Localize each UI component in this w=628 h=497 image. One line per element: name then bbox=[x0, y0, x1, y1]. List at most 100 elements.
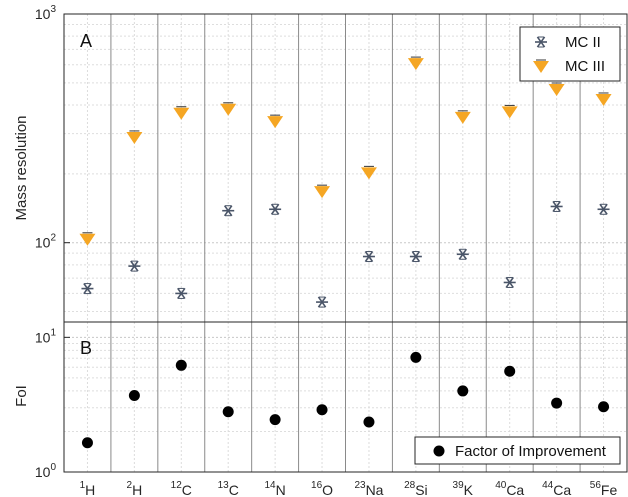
foi-point bbox=[551, 397, 563, 409]
panel-b-legend: Factor of Improvement bbox=[414, 436, 621, 465]
panel-b-category-separators bbox=[110, 322, 581, 472]
triangle-shape bbox=[314, 186, 331, 199]
mc3-point bbox=[220, 102, 237, 116]
legend-mc3-label: MC III bbox=[565, 58, 605, 75]
mc3-point bbox=[267, 114, 284, 129]
legend-b-box bbox=[414, 436, 621, 465]
triangle-shape bbox=[220, 103, 237, 116]
panel-a-letter: A bbox=[80, 31, 92, 51]
y-tick-label: 103 bbox=[35, 4, 57, 22]
mc3-point bbox=[501, 104, 518, 119]
legend-mc3-glyph bbox=[533, 59, 549, 73]
triangle-shape bbox=[533, 61, 549, 73]
foi-point bbox=[410, 351, 422, 363]
mc2-point bbox=[456, 248, 469, 260]
asterisk-stroke bbox=[505, 276, 514, 289]
foi-point bbox=[316, 404, 328, 416]
mc2-point bbox=[128, 260, 141, 272]
panel-a-y-ticks: 102 103 bbox=[35, 4, 70, 251]
panel-a-legend: MC II MC III bbox=[519, 26, 621, 82]
triangle-shape bbox=[595, 93, 612, 106]
mc2-point bbox=[409, 250, 422, 263]
panel-b-y-ticks: 100 101 bbox=[35, 327, 70, 480]
mc3-point bbox=[407, 56, 424, 71]
x-category-label: 56Fe bbox=[590, 480, 618, 497]
triangle-shape bbox=[173, 107, 190, 120]
x-category-label: 28Si bbox=[404, 480, 428, 497]
x-category-label: 13C bbox=[218, 480, 239, 497]
mc2-point bbox=[81, 283, 94, 295]
mc3-point bbox=[314, 184, 331, 199]
mc2-point bbox=[222, 205, 235, 217]
triangle-shape bbox=[267, 116, 284, 129]
panel-a-ylabel: Mass resolution bbox=[13, 115, 30, 220]
x-axis-category-labels: 1H 2H 12C 13C 14N 16O 23Na 28Si 39K 40Ca 44Ca 56Fe bbox=[80, 480, 618, 497]
foi-point bbox=[598, 401, 610, 413]
panel-b-ylabel: FoI bbox=[13, 385, 30, 407]
panel-a-marks bbox=[79, 56, 612, 308]
panel-b-frame bbox=[63, 321, 628, 473]
x-category-label: 23Na bbox=[354, 480, 383, 497]
foi-point bbox=[175, 359, 187, 371]
asterisk-stroke bbox=[411, 250, 421, 263]
x-category-label: 14N bbox=[265, 480, 286, 497]
x-category-label: 44Ca bbox=[542, 480, 571, 497]
mc3-point bbox=[360, 165, 377, 180]
x-category-label: 2H bbox=[127, 480, 143, 497]
triangle-shape bbox=[360, 167, 377, 180]
y-tick-label: 102 bbox=[35, 233, 57, 251]
foi-point bbox=[363, 416, 375, 428]
x-category-label: 40Ca bbox=[495, 480, 524, 497]
asterisk-stroke bbox=[177, 287, 186, 299]
legend-foi-label: Factor of Improvement bbox=[455, 443, 607, 460]
mc3-point bbox=[173, 106, 190, 120]
mc3-point bbox=[126, 130, 143, 144]
triangle-shape bbox=[548, 83, 565, 96]
mc3-point bbox=[454, 110, 471, 124]
legend-foi-marker bbox=[433, 445, 445, 457]
mc2-point bbox=[316, 296, 329, 308]
legend-mc3-marker bbox=[533, 59, 549, 73]
panel-b-marks bbox=[81, 351, 610, 449]
mc2-point bbox=[269, 203, 282, 215]
panel-b: 100 101 FoI B Factor of Improvement bbox=[13, 321, 628, 480]
triangle-shape bbox=[79, 233, 96, 246]
foi-point bbox=[81, 437, 93, 449]
y-tick-label: 101 bbox=[35, 327, 57, 345]
triangle-shape bbox=[407, 58, 424, 71]
triangle-shape bbox=[126, 131, 143, 144]
mc2-point bbox=[362, 250, 375, 263]
foi-point bbox=[269, 414, 281, 426]
legend-mc2-marker bbox=[535, 36, 547, 48]
foi-point bbox=[504, 365, 516, 377]
asterisk-stroke bbox=[364, 250, 374, 263]
legend-a-box bbox=[519, 26, 621, 82]
panel-a-category-separators bbox=[110, 14, 581, 322]
foi-point bbox=[457, 385, 469, 397]
panel-b-letter: B bbox=[80, 338, 92, 358]
triangle-shape bbox=[454, 111, 471, 124]
mc2-point bbox=[550, 200, 563, 213]
mc2-point bbox=[175, 287, 188, 299]
mc2-point bbox=[503, 276, 516, 289]
asterisk-stroke bbox=[130, 260, 139, 272]
asterisk-stroke bbox=[458, 248, 468, 260]
triangle-shape bbox=[501, 106, 518, 119]
mc3-point bbox=[595, 92, 612, 106]
foi-point bbox=[222, 406, 234, 418]
x-category-label: 16O bbox=[311, 480, 333, 497]
mc3-point bbox=[548, 82, 565, 96]
foi-point bbox=[128, 389, 140, 401]
panel-a: 102 103 Mass resolution A MC II MC III bbox=[13, 4, 628, 323]
x-category-label: 1H bbox=[80, 480, 96, 497]
asterisk-stroke bbox=[599, 203, 608, 215]
asterisk-stroke bbox=[270, 203, 280, 215]
asterisk-stroke bbox=[83, 283, 92, 295]
x-category-label: 39K bbox=[453, 480, 474, 497]
legend-mc2-label: MC II bbox=[565, 34, 601, 51]
asterisk-stroke bbox=[552, 200, 561, 213]
asterisk-stroke bbox=[536, 36, 546, 48]
asterisk-stroke bbox=[317, 296, 327, 308]
legend-mc2-glyph bbox=[535, 36, 547, 48]
